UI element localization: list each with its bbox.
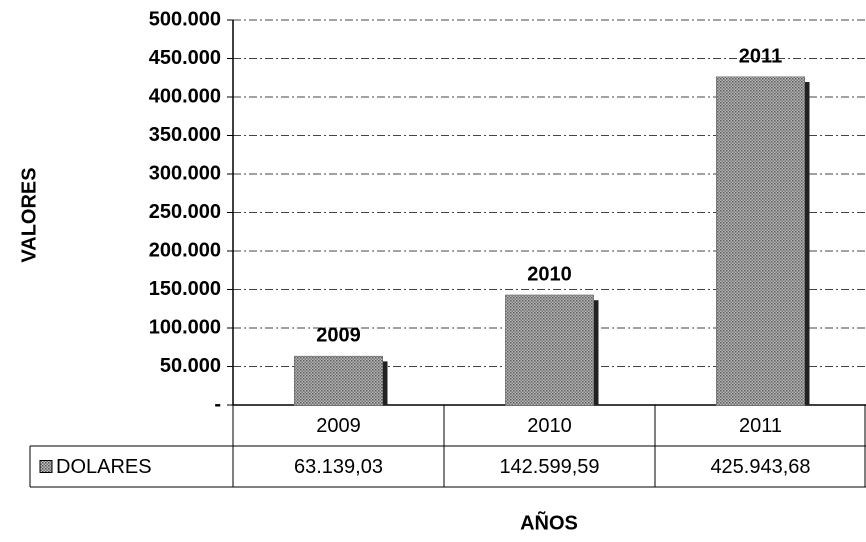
legend-label: DOLARES — [56, 456, 152, 478]
y-axis-title: VALORES — [18, 167, 40, 262]
y-tick-label: 500.000 — [149, 8, 221, 30]
y-tick-label: 50.000 — [160, 355, 221, 377]
x-tick-label: 2010 — [527, 415, 572, 437]
data-label: 2011 — [739, 45, 782, 67]
y-tick-label: 350.000 — [149, 124, 221, 146]
table-value: 425.943,68 — [710, 456, 810, 478]
y-tick-label: 300.000 — [149, 162, 221, 184]
table-value: 63.139,03 — [294, 456, 383, 478]
y-tick-label: 450.000 — [149, 47, 221, 69]
x-tick-label: 2011 — [739, 415, 782, 437]
y-tick-label: - — [214, 393, 221, 415]
legend-swatch — [39, 460, 53, 473]
data-label: 2010 — [527, 263, 572, 285]
x-axis-title: AÑOS — [520, 511, 578, 534]
y-tick-label: 100.000 — [149, 316, 221, 338]
table-value: 142.599,59 — [499, 456, 599, 478]
bar-texture — [505, 295, 594, 405]
y-tick-label: 400.000 — [149, 85, 221, 107]
bar-texture — [294, 356, 383, 405]
x-tick-label: 2009 — [316, 415, 361, 437]
y-tick-label: 200.000 — [149, 239, 221, 261]
bar-texture — [716, 77, 805, 405]
y-tick-label: 150.000 — [149, 278, 221, 300]
y-tick-label: 250.000 — [149, 201, 221, 223]
data-label: 2009 — [316, 325, 361, 347]
